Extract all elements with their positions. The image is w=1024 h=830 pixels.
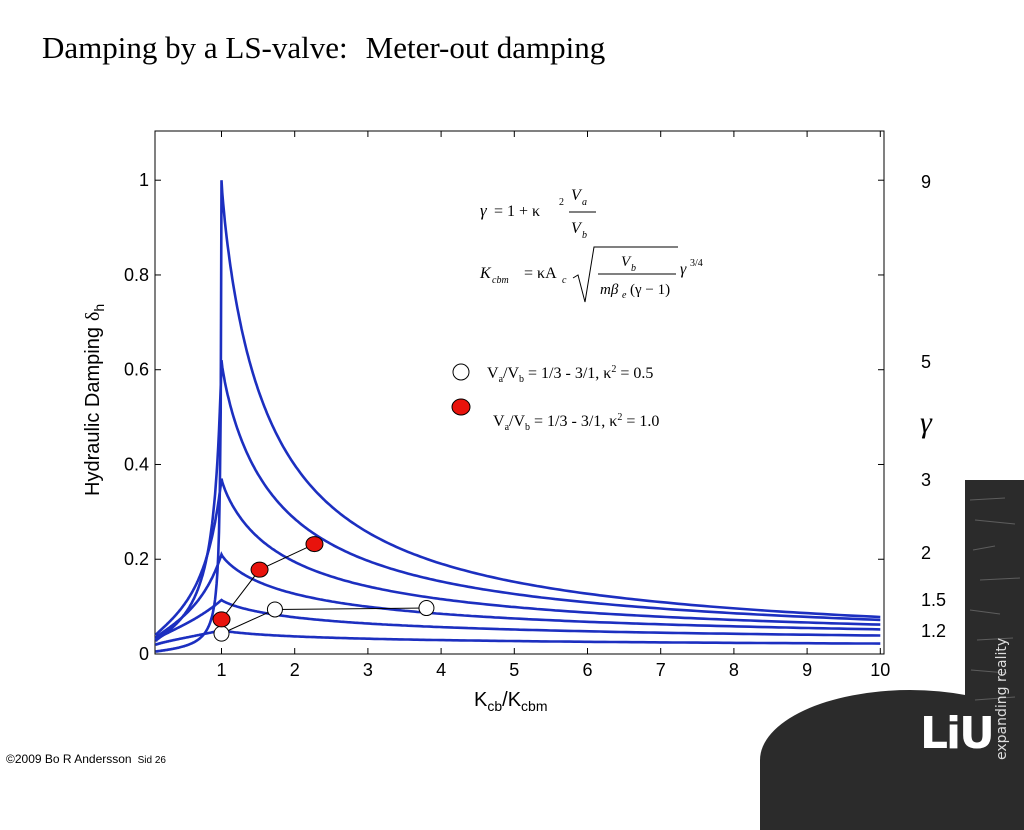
x-tick-label: 1 [216,660,226,680]
x-tick-label: 10 [870,660,890,680]
gamma-label: 5 [921,352,931,372]
gamma-labels: 9 5 3 2 1.5 1.2 [921,172,946,641]
y-tick-label: 0.2 [124,549,149,569]
open-data-point [213,625,230,642]
formula1-sup: 2 [559,197,564,208]
brand-panel [965,480,1024,768]
formula2-den-b: (γ − 1) [630,282,670,298]
legend-filled-label: Va/Vb = 1/3 - 3/1, κ2 = 1.0 [493,412,659,433]
x-axis-label: Kcb/Kcbm [474,689,548,714]
damping-curve-gamma-3 [154,478,881,636]
gamma-label: 1.5 [921,590,946,610]
formula2-den-sub: e [622,290,627,301]
axis-ticks: 1 2 3 4 5 6 7 8 9 10 0 0.2 0.4 0.6 0.8 1 [124,131,890,680]
title-right: Meter-out damping [365,30,606,65]
x-tick-label: 7 [656,660,666,680]
formula2-eq-sub: c [562,275,567,286]
filled-data-point [305,536,324,553]
filled-data-point [212,611,231,628]
liu-logo[interactable]: LiU [920,708,995,759]
x-tick-label: 3 [363,660,373,680]
gamma-symbol: γ [920,406,933,439]
x-tick-label: 8 [729,660,739,680]
damping-curve-gamma-1.2 [154,628,881,646]
y-tick-label: 1 [139,170,149,190]
y-tick-label: 0.8 [124,265,149,285]
formula2-num-sub: b [631,263,636,274]
formula2-tail-sup: 3/4 [690,258,703,269]
y-tick-label: 0 [139,644,149,664]
formula1-lhs: γ [480,201,488,220]
formula1-op: = 1 + κ [494,203,540,220]
formula2-num: V [621,254,632,270]
damping-curve-gamma-2 [154,551,881,639]
open-data-point [418,600,435,617]
x-tick-label: 4 [436,660,446,680]
formula2-den-a: mβ [600,282,619,298]
x-tick-label: 6 [582,660,592,680]
damping-curve-gamma-1.5 [154,598,881,641]
formula1-den-sub: b [582,230,587,241]
formula-box: γ = 1 + κ 2 V a V b K cbm = κA c V b mβ … [455,180,735,310]
formula2-lhs-sub: cbm [492,275,509,286]
legend-open-marker [452,363,470,381]
gamma-label: 2 [921,543,931,563]
x-tick-label: 5 [509,660,519,680]
y-tick-label: 0.6 [124,360,149,380]
data-markers [212,536,435,642]
open-data-point [266,601,283,618]
slide-footer: ©2009 Bo R Andersson Sid 26 [6,752,166,766]
damping-curves [154,180,881,653]
legend: Va/Vb = 1/3 - 3/1, κ2 = 0.5 Va/Vb = 1/3 … [450,355,740,450]
footer-slide-number: Sid 26 [137,755,166,766]
gamma-label: 1.2 [921,621,946,641]
formula1-num: V [571,187,583,204]
filled-data-point [250,561,269,578]
y-axis-label: Hydraulic Dampingδh [82,304,107,496]
damping-curve-gamma-9 [155,180,881,653]
formula1-den: V [571,220,583,237]
formula2-sqrt [572,246,678,303]
footer-copyright: ©2009 Bo R Andersson [6,752,132,766]
title-left: Damping by a LS-valve: [42,30,348,65]
legend-filled-marker [451,398,471,416]
formula2-eq: = κA [524,265,557,282]
gamma-label: 3 [921,470,931,490]
formula2-tail: γ [680,261,687,278]
brand-texture [969,497,1021,701]
slide-title: Damping by a LS-valve: Meter-out damping [42,30,605,66]
x-tick-label: 9 [802,660,812,680]
plot-frame [154,130,885,655]
legend-open-label: Va/Vb = 1/3 - 3/1, κ2 = 0.5 [487,364,653,385]
y-tick-label: 0.4 [124,454,149,474]
formula1-num-sub: a [582,197,587,208]
gamma-label: 9 [921,172,931,192]
formula2-lhs: K [479,265,492,282]
x-tick-label: 2 [290,660,300,680]
